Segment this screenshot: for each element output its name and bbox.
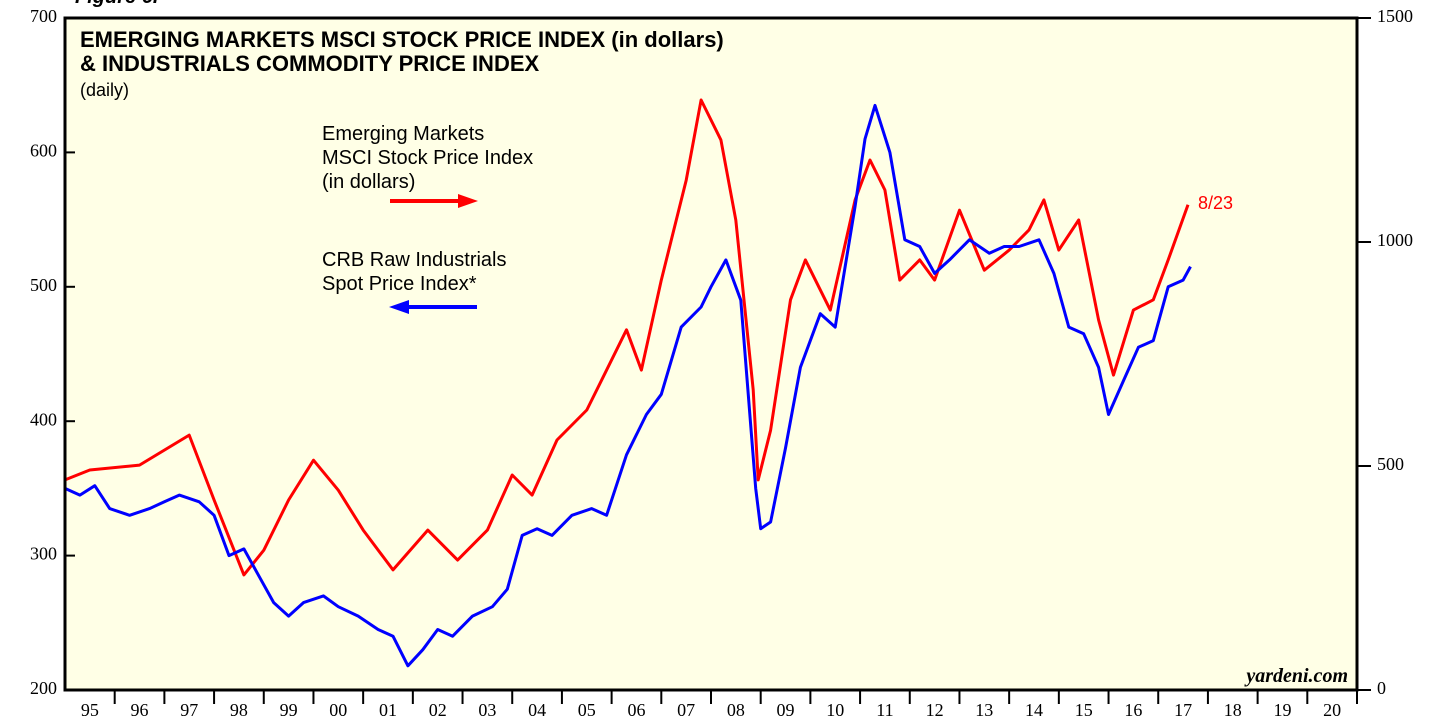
x-tick-label: 16 [1124,700,1142,720]
x-tick-label: 18 [1224,700,1242,720]
x-tick-label: 10 [826,700,844,720]
figure-label: Figure 6. [75,0,158,9]
chart-subtitle: (daily) [80,80,130,100]
x-tick-label: 95 [81,700,99,720]
x-tick-label: 99 [280,700,298,720]
legend-label: Emerging Markets MSCI Stock Price Index … [322,123,534,193]
y-tick-label: 500 [30,275,57,295]
x-tick-label: 01 [379,700,397,720]
y-tick-label: 600 [30,141,57,161]
y-tick-label: 300 [30,544,57,564]
x-tick-label: 00 [329,700,347,720]
x-tick-label: 96 [131,700,149,720]
x-tick-label: 02 [429,700,447,720]
plot-layer [64,98,1192,668]
legend-label: CRB Raw Industrials Spot Price Index* [322,249,507,295]
source-label: yardeni.com [1246,665,1348,687]
x-tick-label: 17 [1174,700,1192,720]
x-tick-label: 19 [1273,700,1291,720]
y-tick-label: 200 [30,678,57,698]
x-tick-label: 14 [1025,700,1043,720]
y2-tick-label: 0 [1377,678,1386,698]
y-tick-label: 400 [30,409,57,429]
x-tick-label: 07 [677,700,695,720]
x-tick-label: 20 [1323,700,1341,720]
x-tick-label: 11 [876,700,893,720]
x-tick-label: 08 [727,700,745,720]
plot-background [65,18,1357,690]
x-tick-label: 04 [528,700,546,720]
x-tick-label: 06 [627,700,645,720]
x-tick-label: 13 [975,700,993,720]
series-line [64,98,1190,577]
x-tick-label: 97 [180,700,198,720]
x-tick-label: 98 [230,700,248,720]
legend-arrow-head [389,300,409,314]
x-tick-label: 12 [926,700,944,720]
y2-tick-label: 500 [1377,454,1404,474]
x-tick-label: 09 [777,700,795,720]
x-tick-label: 03 [478,700,496,720]
y2-tick-label: 1000 [1377,230,1413,250]
x-tick-label: 15 [1075,700,1093,720]
y-tick-label: 700 [30,6,57,26]
series-line [64,103,1192,668]
y2-tick-label: 1500 [1377,6,1413,26]
x-tick-label: 05 [578,700,596,720]
legend-arrow-head [458,194,478,208]
end-annotation: 8/23 [1198,192,1234,213]
chart-title: EMERGING MARKETS MSCI STOCK PRICE INDEX … [80,27,724,76]
